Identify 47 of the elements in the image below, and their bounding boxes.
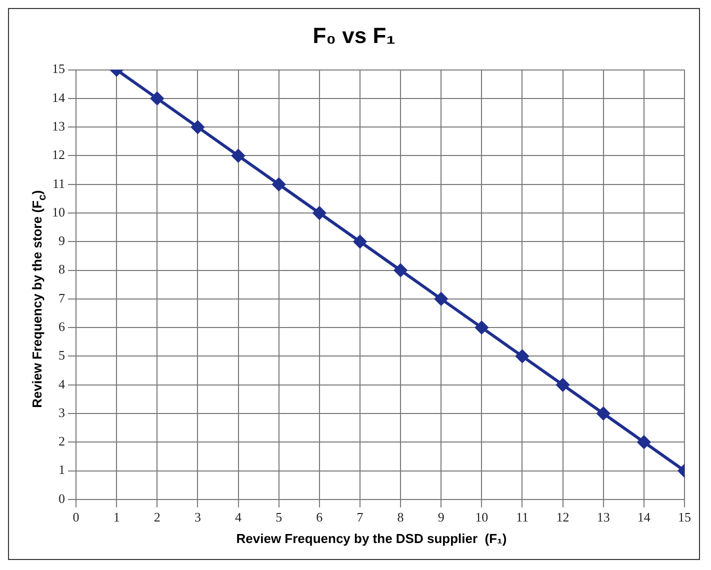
x-tick-label: 9 [438, 510, 444, 525]
x-tick-label: 11 [516, 510, 528, 525]
y-tick-label: 3 [58, 404, 65, 420]
point [191, 120, 204, 134]
point [272, 178, 286, 191]
point [475, 321, 488, 334]
y-tick-label: 0 [58, 490, 65, 506]
x-tick-label: 4 [235, 510, 242, 525]
point [556, 378, 570, 392]
y-tick-label: 8 [58, 262, 65, 277]
x-tick-label: 1 [113, 510, 120, 525]
y-tick-label: 15 [52, 61, 65, 76]
y-tick-label: 14 [52, 90, 66, 105]
y-tick-label: 1 [58, 462, 65, 478]
point [232, 149, 245, 162]
x-tick-label: 5 [276, 510, 282, 525]
y-tick-label: 6 [58, 318, 66, 334]
y-tick-label: 12 [52, 147, 65, 162]
x-tick-label: 8 [397, 510, 404, 525]
y-tick-label: 10 [52, 204, 65, 220]
y-tick-label: 4 [58, 376, 66, 392]
point [637, 436, 650, 449]
y-tick-label: 13 [52, 118, 65, 134]
x-axis-title: Review Frequency by the DSD supplier (F₁) [235, 531, 508, 546]
point [150, 92, 164, 105]
point [516, 350, 529, 363]
x-tick-label: 2 [154, 510, 160, 525]
y-tick-label: 7 [58, 290, 66, 306]
point [394, 264, 408, 277]
x-tick-label: 3 [194, 510, 201, 525]
y-tick-label: 2 [58, 434, 65, 449]
x-tick-label: 13 [596, 510, 610, 525]
point [596, 406, 610, 420]
x-tick-label: 14 [637, 510, 651, 525]
x-tick-label: 12 [556, 510, 570, 525]
chart-title: F₀ vs F₁ [312, 23, 396, 49]
x-tick-label: 15 [678, 510, 691, 525]
y-tick-label: 11 [52, 176, 65, 191]
point [312, 206, 326, 220]
x-tick-label: 10 [475, 510, 488, 525]
x-tick-label: 7 [356, 510, 364, 525]
y-tick-label: 5 [58, 348, 65, 363]
x-tick-label: 6 [316, 510, 324, 525]
point [434, 292, 448, 306]
y-tick-label: 9 [58, 233, 65, 248]
x-tick-label: 0 [72, 510, 80, 525]
point [353, 235, 366, 248]
